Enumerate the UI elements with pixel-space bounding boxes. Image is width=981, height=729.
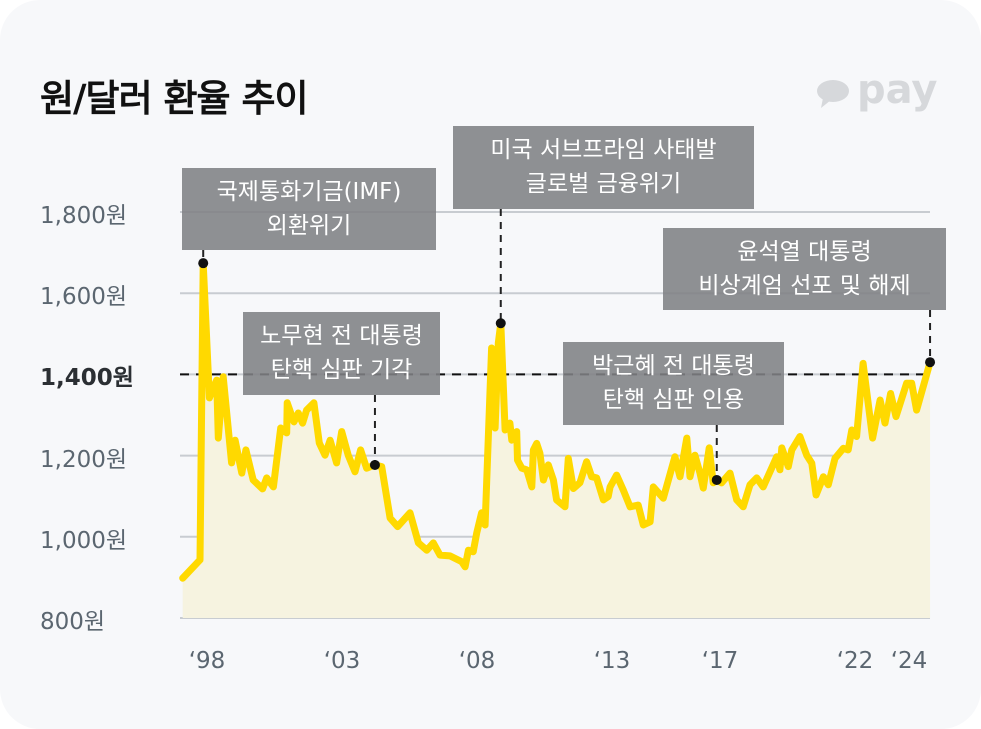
annotation-roh-impeachment: 노무현 전 대통령 탄핵 심판 기각 [243, 312, 440, 395]
pay-logo: pay [815, 70, 937, 110]
logo-text: pay [857, 67, 938, 113]
y-tick-label: 1,200원 [40, 446, 128, 473]
area-fill [182, 263, 931, 618]
annotation-line: 비상계엄 선포 및 해제 [698, 273, 911, 299]
x-tick-label: ‘24 [890, 648, 928, 674]
annotation-line: 외환위기 [266, 213, 352, 239]
y-tick-label: 1,000원 [40, 527, 128, 554]
y-tick-label: 1,600원 [40, 284, 128, 311]
annotation-line: 국제통화기금(IMF) [216, 179, 402, 205]
annotation-line: 탄핵 심판 기각 [270, 357, 413, 383]
x-tick-label: ‘13 [593, 648, 631, 674]
exchange-rate-line [179, 259, 934, 582]
annotation-point [369, 459, 380, 470]
annotation-point [495, 318, 506, 329]
annotation-line: 글로벌 금융위기 [525, 171, 682, 197]
annotation-martial-law: 윤석열 대통령 비상계엄 선포 및 해제 [663, 228, 946, 310]
annotation-park-impeachment: 박근혜 전 대통령 탄핵 심판 인용 [563, 342, 784, 425]
annotation-line: 노무현 전 대통령 [260, 323, 423, 349]
annotation-line: 박근혜 전 대통령 [592, 353, 755, 379]
annotation-line: 탄핵 심판 인용 [602, 387, 745, 413]
annotation-subprime-crisis: 미국 서브프라임 사태발 글로벌 금융위기 [453, 126, 754, 209]
x-tick-label: ‘22 [836, 648, 874, 674]
annotation-point [198, 258, 209, 269]
chart-title: 원/달러 환율 추이 [40, 77, 309, 120]
x-tick-label: ‘17 [701, 648, 739, 674]
x-tick-label: ‘03 [323, 648, 361, 674]
annotation-line: 윤석열 대통령 [737, 239, 872, 265]
y-tick-label: 1,400원 [40, 365, 134, 392]
annotation-imf-crisis: 국제통화기금(IMF) 외환위기 [182, 168, 436, 250]
annotation-line: 미국 서브프라임 사태발 [490, 137, 717, 163]
x-tick-label: ‘98 [188, 648, 226, 674]
y-tick-label: 1,800원 [40, 203, 128, 229]
x-tick-label: ‘08 [458, 648, 496, 674]
annotation-point [925, 357, 936, 368]
annotation-point [711, 474, 722, 485]
speech-bubble-icon [817, 80, 849, 108]
y-tick-label: 800원 [40, 609, 106, 635]
